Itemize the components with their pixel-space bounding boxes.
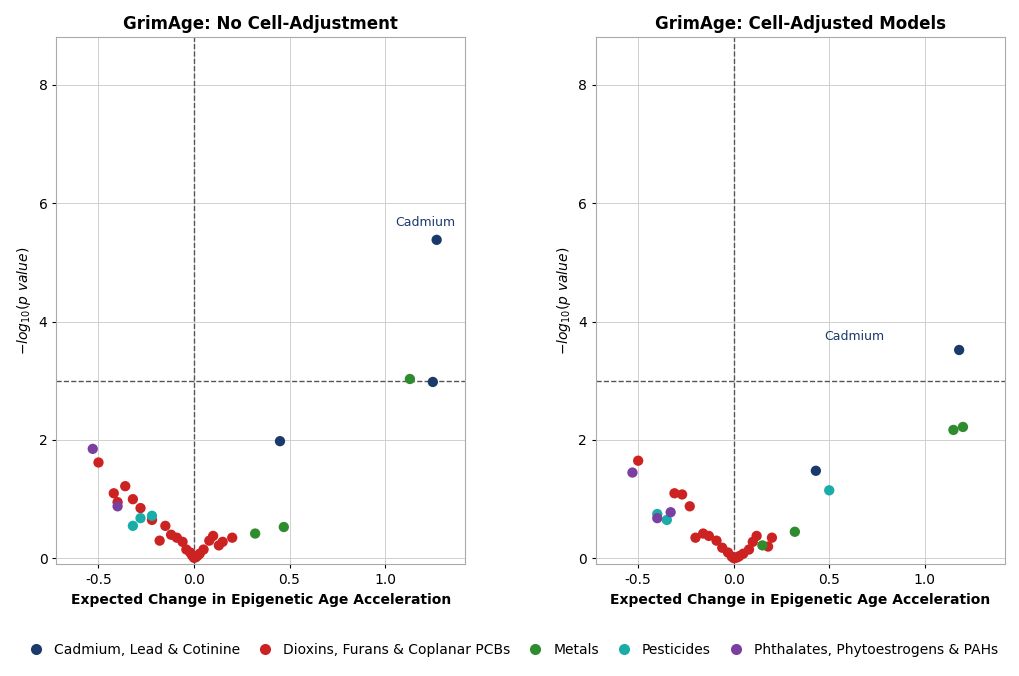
Point [109,497,125,508]
Y-axis label: $-log_{10}(p\ value)$: $-log_{10}(p\ value)$ [554,247,572,355]
Point [109,501,125,512]
Point [185,552,202,563]
Point [106,488,122,499]
Point [117,481,133,491]
Point [187,552,204,562]
Point [124,521,141,531]
Point [157,521,173,531]
Point [205,531,221,541]
Point [224,532,240,543]
Y-axis label: $-log_{10}(p\ value)$: $-log_{10}(p\ value)$ [15,247,33,355]
Point [247,528,263,539]
Point [144,510,160,521]
Text: Cadmium: Cadmium [823,330,883,343]
Point [694,528,710,539]
Point [144,514,160,525]
Point [763,532,780,543]
Point [648,512,664,523]
Point [665,488,682,499]
Legend: Cadmium, Lead & Cotinine, Dioxins, Furans & Coplanar PCBs, Metals, Pesticides, P: Cadmium, Lead & Cotinine, Dioxins, Furan… [16,637,1003,662]
Point [624,467,640,478]
Point [214,537,230,548]
X-axis label: Expected Change in Epigenetic Age Acceleration: Expected Change in Epigenetic Age Accele… [609,593,989,607]
Point [945,425,961,435]
Point [151,535,167,546]
Point [211,540,227,551]
Point [713,542,730,553]
Point [132,503,149,514]
Text: Cadmium: Cadmium [394,216,454,229]
Point [729,552,745,562]
Point [820,485,837,496]
Point [662,507,679,518]
Point [201,535,217,546]
Point [190,550,206,561]
Point [744,537,760,548]
Point [759,541,775,552]
Point [192,548,208,559]
Point [954,422,970,433]
Point [196,544,212,555]
Point [163,529,179,540]
Title: GrimAge: Cell-Adjusted Models: GrimAge: Cell-Adjusted Models [654,15,946,33]
Point [174,537,191,548]
Point [727,552,743,563]
Point [731,551,747,562]
Point [722,551,739,562]
Point [687,532,703,543]
Point [132,512,149,523]
Point [707,535,723,546]
Point [272,436,288,447]
Point [168,532,184,543]
Point [748,531,764,541]
Point [753,540,769,551]
Point [786,527,802,537]
X-axis label: Expected Change in Epigenetic Age Acceleration: Expected Change in Epigenetic Age Accele… [70,593,450,607]
Point [275,522,291,533]
Point [674,489,690,500]
Point [91,457,107,468]
Point [700,531,716,541]
Point [658,514,675,525]
Point [85,443,101,454]
Point [725,553,741,564]
Point [740,544,756,555]
Point [719,547,736,558]
Point [428,235,444,245]
Point [401,374,418,385]
Title: GrimAge: No Cell-Adjustment: GrimAge: No Cell-Adjustment [123,15,398,33]
Point [424,377,440,387]
Point [950,345,966,356]
Point [178,544,195,555]
Point [807,465,823,476]
Point [735,548,751,559]
Point [630,456,646,466]
Point [648,508,664,519]
Point [124,493,141,504]
Point [681,501,697,512]
Point [183,550,200,561]
Point [181,547,198,558]
